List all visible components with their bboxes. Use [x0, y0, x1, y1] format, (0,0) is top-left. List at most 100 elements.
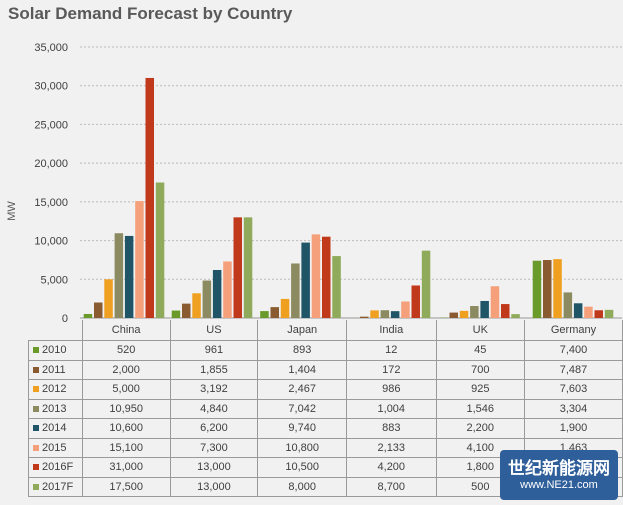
series-name: 2017F	[42, 480, 74, 493]
value-cell: 9,740	[257, 418, 348, 439]
bar-germany-2015	[584, 306, 593, 318]
series-legend-cell: 2013	[28, 398, 83, 419]
bar-uk-2015	[490, 286, 500, 318]
y-tick-label: 0	[62, 313, 68, 325]
bar-japan-2014	[301, 242, 310, 318]
category-header: China	[81, 320, 171, 341]
bar-china-2016f	[145, 77, 154, 318]
bar-chart: 0 5,000 10,000 15,000 20,000 25,000 30,000 35,0…	[34, 42, 622, 325]
series-legend-cell: 2017F	[28, 476, 83, 497]
category-header: UK	[435, 320, 526, 341]
bar-us-2015	[223, 261, 232, 318]
bar-uk-2013	[470, 306, 479, 318]
table-row: 2014 10,600 6,200 9,740 883 2,200 1,900	[28, 418, 623, 439]
value-cell: 7,042	[257, 398, 348, 419]
bar-india-2017f	[421, 250, 431, 318]
bar-japan-2016f	[322, 236, 331, 318]
value-cell: 2,000	[81, 359, 171, 380]
value-cell: 172	[346, 359, 437, 380]
bar-india-2015	[401, 301, 410, 318]
value-cell: 1,004	[346, 398, 437, 419]
value-cell: 4,840	[169, 398, 259, 419]
bar-germany-2016f	[594, 310, 603, 318]
bar-japan-2013	[291, 263, 300, 318]
value-cell: 17,500	[81, 476, 171, 497]
series-legend-cell: 2015	[28, 437, 83, 458]
bar-germany-2014	[573, 303, 583, 318]
value-cell: 13,000	[169, 476, 259, 497]
bar-japan-2012	[280, 298, 290, 318]
bar-us-2011	[182, 303, 191, 318]
table-row: 2011 2,000 1,855 1,404 172 700 7,487	[28, 359, 623, 380]
legend-swatch-icon	[33, 483, 39, 490]
y-tick-label: 10,000	[34, 236, 68, 248]
bar-japan-2017f	[332, 256, 341, 318]
value-cell: 3,304	[524, 398, 623, 419]
watermark-line2: www.NE21.com	[520, 479, 598, 491]
series-legend-cell: 2012	[28, 379, 83, 400]
value-cell: 10,600	[81, 418, 171, 439]
legend-swatch-icon	[33, 366, 39, 373]
legend-swatch-icon	[33, 347, 39, 354]
bar-germany-2010	[532, 260, 542, 318]
corner-cell	[29, 320, 83, 341]
value-cell: 1,855	[169, 359, 259, 380]
value-cell: 2,467	[257, 379, 348, 400]
bar-china-2011	[94, 302, 103, 318]
bar-india-2011	[360, 316, 369, 318]
bar-japan-2010	[260, 311, 269, 318]
category-header: India	[346, 320, 437, 341]
value-cell: 7,400	[524, 340, 623, 361]
y-tick-label: 25,000	[34, 119, 68, 131]
watermark-line1: 世纪新能源网	[508, 459, 610, 478]
table-row: 2012 5,000 3,192 2,467 986 925 7,603	[28, 379, 623, 400]
bar-us-2010	[171, 310, 181, 318]
value-cell: 883	[346, 418, 437, 439]
bar-us-2012	[192, 293, 201, 318]
value-cell: 10,950	[81, 398, 171, 419]
value-cell: 961	[169, 340, 259, 361]
series-legend-cell: 2016F	[28, 457, 83, 478]
value-cell: 8,000	[257, 476, 348, 497]
bar-uk-2017f	[511, 314, 520, 318]
series-name: 2016F	[42, 461, 74, 474]
series-name: 2015	[42, 441, 67, 454]
bar-uk-2016f	[501, 304, 510, 318]
value-cell: 986	[346, 379, 437, 400]
value-cell: 893	[257, 340, 348, 361]
legend-swatch-icon	[33, 405, 39, 412]
value-cell: 10,500	[257, 457, 348, 478]
bar-uk-2012	[459, 310, 469, 318]
series-name: 2011	[42, 363, 66, 376]
y-tick-label: 35,000	[34, 42, 68, 54]
value-cell: 1,900	[524, 418, 623, 439]
value-cell: 1,404	[257, 359, 348, 380]
bar-germany-2012	[553, 259, 562, 318]
value-cell: 7,300	[169, 437, 259, 458]
bar-germany-2017f	[604, 309, 614, 318]
table-row: 2010 520 961 893 12 45 7,400	[28, 340, 623, 361]
value-cell: 45	[435, 340, 526, 361]
series-name: 2013	[42, 402, 67, 415]
bar-china-2015	[135, 201, 144, 318]
value-cell: 7,603	[524, 379, 623, 400]
series-name: 2014	[42, 422, 67, 435]
y-tick-label: 5,000	[40, 274, 68, 286]
value-cell: 925	[435, 379, 526, 400]
series-legend-cell: 2011	[28, 359, 83, 380]
y-tick-label: 30,000	[34, 81, 68, 93]
bar-china-2010	[83, 313, 93, 318]
value-cell: 520	[81, 340, 171, 361]
bar-japan-2011	[270, 307, 279, 318]
value-cell: 8,700	[346, 476, 437, 497]
y-tick-label: 20,000	[34, 158, 68, 170]
y-tick-label: 15,000	[34, 197, 68, 209]
legend-swatch-icon	[33, 444, 39, 451]
bar-us-2014	[212, 269, 222, 318]
bar-india-2012	[370, 310, 379, 318]
bar-us-2013	[202, 280, 212, 318]
table-header-row: China US Japan India UK Germany	[29, 320, 623, 341]
bar-uk-2011	[449, 312, 458, 318]
bar-germany-2013	[563, 292, 573, 318]
value-cell: 3,192	[169, 379, 259, 400]
